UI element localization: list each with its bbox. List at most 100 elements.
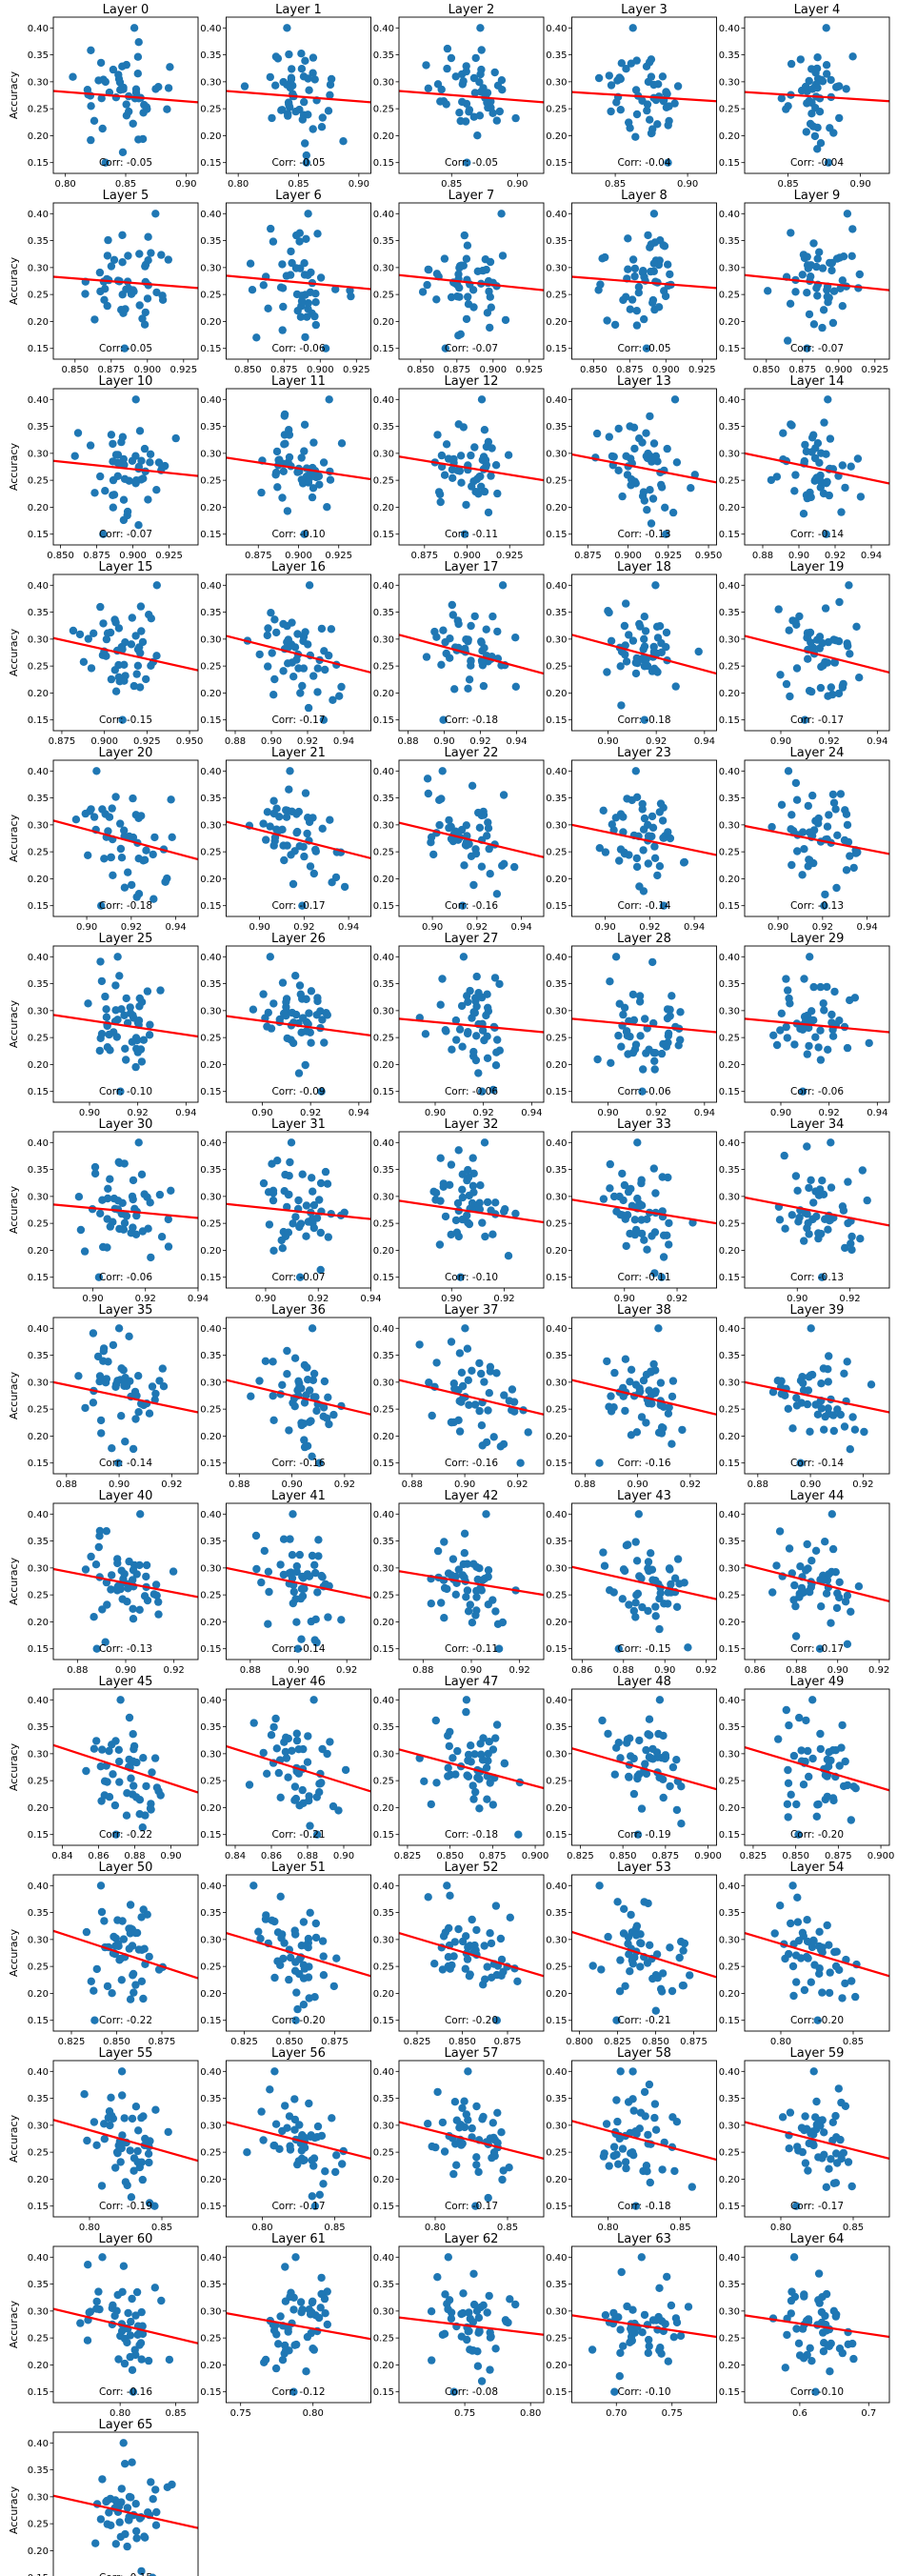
scatter-point xyxy=(599,1195,608,1203)
x-tick-label: 0.90 xyxy=(261,736,282,747)
scatter-point xyxy=(296,1594,306,1603)
scatter-point xyxy=(299,2001,309,2009)
y-tick-label: 0.30 xyxy=(546,820,567,831)
scatter-point xyxy=(305,581,314,590)
corr-label: Corr: -0.20 xyxy=(790,1829,844,1841)
scatter-point xyxy=(286,83,294,92)
y-tick-label: 0.15 xyxy=(546,2202,567,2212)
x-tick-label: 0.88 xyxy=(56,1479,77,1490)
scatter-point xyxy=(305,1009,313,1017)
y-tick-label: 0.35 xyxy=(200,979,221,990)
scatter-point xyxy=(795,1713,804,1722)
scatter-point xyxy=(110,255,119,264)
y-tick-label: 0.25 xyxy=(28,291,49,301)
y-tick-label: 0.25 xyxy=(28,2334,49,2345)
axes-frame xyxy=(226,1688,371,1846)
scatter-point xyxy=(815,108,825,116)
scatter-point xyxy=(154,83,163,91)
scatter-point xyxy=(284,111,292,120)
scatter-point xyxy=(304,1376,312,1384)
scatter-point xyxy=(118,2091,127,2100)
scatter-point xyxy=(471,1611,480,1620)
y-tick-label: 0.15 xyxy=(719,1459,740,1469)
scatter-point xyxy=(630,1216,639,1224)
corr-label: Corr: -0.05 xyxy=(99,343,152,354)
x-tick-label: 0.92 xyxy=(121,922,142,933)
scatter-point xyxy=(152,652,161,660)
scatter-point xyxy=(826,1968,834,1977)
scatter-point xyxy=(438,2330,448,2339)
scatter-point xyxy=(785,2144,793,2153)
x-tick-label: 0.900 xyxy=(285,551,312,561)
scatter-point xyxy=(825,1988,834,1998)
scatter-point xyxy=(479,681,488,691)
scatter-point xyxy=(291,971,300,980)
scatter-point xyxy=(846,650,854,658)
x-tick-label: 0.950 xyxy=(695,551,723,561)
scatter-point xyxy=(290,643,300,652)
scatter-point xyxy=(91,2539,100,2547)
scatter-point xyxy=(821,890,829,899)
x-tick-label: 0.90 xyxy=(767,922,788,933)
scatter-points xyxy=(53,395,198,538)
scatter-point xyxy=(818,1177,827,1185)
scatter-points xyxy=(226,2067,371,2210)
scatter-point xyxy=(452,2116,461,2124)
scatter-point xyxy=(445,2296,454,2304)
scatter-point xyxy=(135,1605,144,1615)
scatter-point xyxy=(607,81,616,90)
scatter-point xyxy=(458,1185,467,1195)
scatter-point xyxy=(145,1409,154,1418)
y-tick-label: 0.40 xyxy=(546,767,567,777)
y-tick-label: 0.15 xyxy=(546,158,567,169)
y-tick-label: 0.35 xyxy=(200,236,221,247)
scatter-point xyxy=(824,1045,832,1055)
scatter-point xyxy=(98,805,107,814)
fit-line xyxy=(571,1747,717,1791)
scatter-point xyxy=(824,158,833,167)
subplot-title: Layer 30 xyxy=(99,1117,153,1132)
scatter-point xyxy=(777,800,787,809)
y-tick-label: 0.30 xyxy=(546,2121,567,2131)
scatter-point xyxy=(821,1538,829,1546)
scatter-point xyxy=(158,295,168,304)
scatter-point xyxy=(826,258,834,268)
scatter-point xyxy=(803,252,811,261)
scatter-point xyxy=(463,1344,472,1353)
scatter-point xyxy=(127,1774,135,1782)
scatter-point xyxy=(485,844,493,854)
scatter-point xyxy=(164,1242,173,1251)
scatter-point xyxy=(134,1408,143,1417)
scatter-point xyxy=(302,1201,311,1210)
scatter-point xyxy=(661,2320,669,2328)
subplot-title: Layer 33 xyxy=(617,1117,671,1132)
scatter-point xyxy=(109,503,118,512)
scatter-point xyxy=(291,1794,301,1803)
x-tick-label: 0.925 xyxy=(688,365,716,375)
scatter-point xyxy=(462,1593,470,1601)
scatter-point xyxy=(786,692,794,701)
y-tick-label: 0.30 xyxy=(373,77,394,88)
scatter-points xyxy=(571,1138,717,1281)
scatter-point xyxy=(311,1933,321,1942)
scatter-point xyxy=(792,1394,801,1402)
scatter-point xyxy=(784,1813,792,1821)
scatter-point xyxy=(458,1381,468,1391)
scatter-point xyxy=(431,1716,440,1725)
scatter-point xyxy=(834,636,844,646)
scatter-point xyxy=(304,210,312,218)
scatter-point xyxy=(131,811,140,819)
corr-label: Corr: -0.11 xyxy=(617,1272,670,1283)
scatter-point xyxy=(283,1370,291,1379)
scatter-point xyxy=(813,53,822,62)
scatter-point xyxy=(477,46,486,54)
scatter-point xyxy=(657,483,667,492)
x-tick-label: 0.900 xyxy=(479,365,507,375)
scatter-point xyxy=(813,254,822,263)
scatter-point xyxy=(432,295,441,304)
scatter-point xyxy=(287,247,295,256)
scatter-point xyxy=(841,1979,849,1988)
scatter-point xyxy=(855,270,864,279)
x-tick-label: 0.925 xyxy=(343,365,370,375)
subplot-title: Layer 14 xyxy=(790,374,845,389)
